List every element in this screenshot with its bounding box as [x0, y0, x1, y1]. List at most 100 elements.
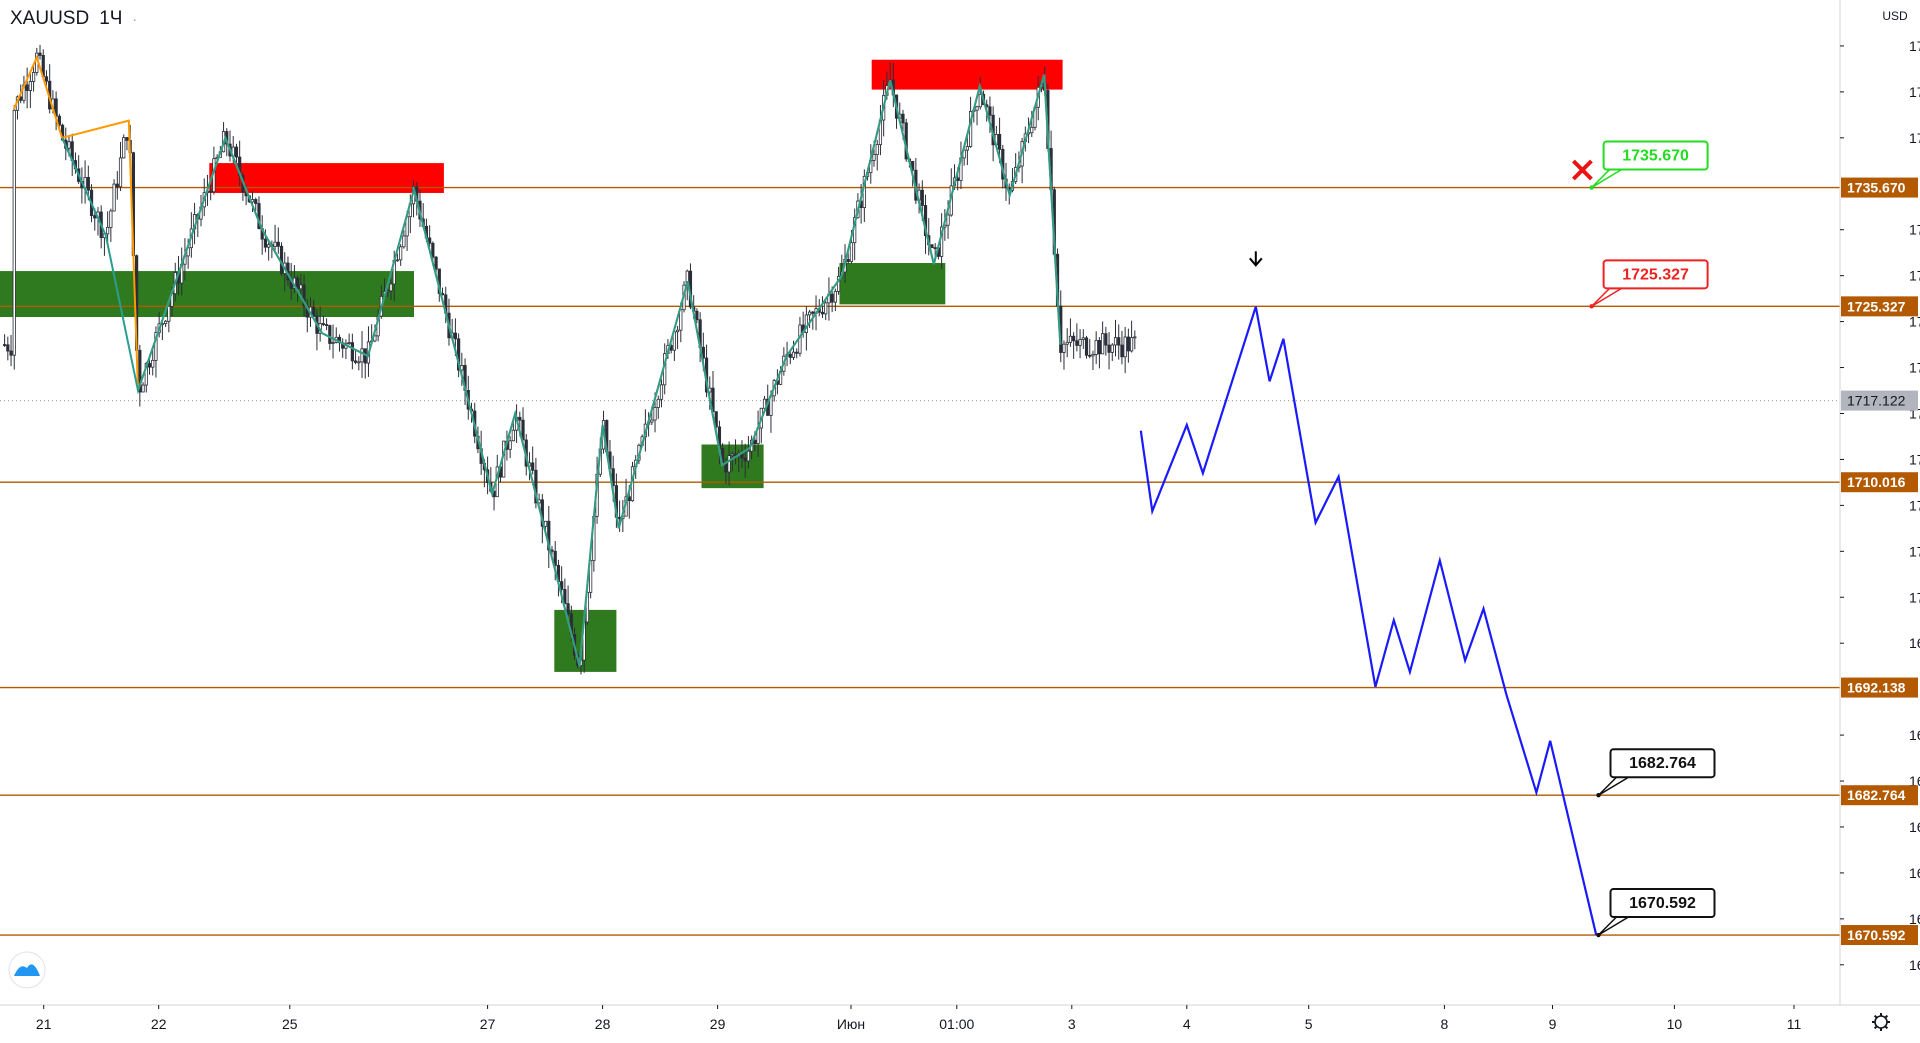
- candle-body: [846, 258, 850, 262]
- symbol-name[interactable]: XAUUSD: [10, 8, 90, 29]
- settings-gear-icon: [1873, 1014, 1878, 1019]
- level-price-badge-label: 1735.670: [1847, 180, 1906, 196]
- candle-body: [431, 242, 435, 258]
- time-tick-label: 28: [595, 1016, 611, 1032]
- candle-body: [57, 115, 61, 126]
- candle-body: [872, 154, 876, 161]
- price-callout[interactable]: [1602, 140, 1709, 171]
- candle-body: [975, 106, 979, 111]
- candle-body: [1065, 341, 1069, 345]
- candle-body: [357, 361, 361, 364]
- candle-body: [347, 342, 351, 344]
- candle-body: [106, 226, 110, 235]
- candle-body: [656, 398, 660, 408]
- symbol-header[interactable]: XAUUSD 1Ч ·: [4, 6, 144, 32]
- candle-body: [109, 210, 113, 228]
- candle-body: [1123, 336, 1127, 358]
- price-callout[interactable]: [1609, 888, 1716, 919]
- candle-body: [389, 283, 393, 292]
- level-price-badge[interactable]: [1841, 177, 1918, 198]
- time-tick-label: Июн: [837, 1016, 865, 1032]
- candle-body: [650, 419, 654, 423]
- candle-body: [395, 259, 400, 262]
- candle-body: [788, 353, 792, 358]
- candle-body: [434, 256, 438, 270]
- price-axis[interactable]: [1840, 0, 1920, 1005]
- time-tick-label: 11: [1787, 1016, 1802, 1032]
- level-price-badge[interactable]: [1841, 472, 1918, 493]
- candle-body: [1104, 333, 1108, 346]
- candle-body: [695, 310, 699, 321]
- candle-body: [791, 351, 796, 358]
- candle-body: [804, 314, 808, 333]
- candle-body: [276, 241, 280, 247]
- time-axis[interactable]: [0, 1005, 1840, 1038]
- level-price-badge[interactable]: [1841, 677, 1918, 698]
- interval-label[interactable]: 1Ч: [99, 8, 123, 29]
- time-tick-label: 8: [1441, 1016, 1449, 1032]
- candle-body: [312, 306, 316, 317]
- candle-body: [566, 603, 570, 615]
- candle-body: [808, 311, 812, 316]
- candle-body: [933, 247, 937, 249]
- down-arrow-icon: [1249, 257, 1263, 267]
- settings-gear-icon: [1873, 1025, 1878, 1030]
- callout-label: 1682.764: [1629, 755, 1696, 772]
- price-callout[interactable]: [1602, 259, 1709, 290]
- candle-body: [12, 109, 16, 356]
- price-tick-label: 1716.000: [1909, 405, 1920, 421]
- level-price-badge[interactable]: [1841, 296, 1918, 317]
- candle-body: [1097, 340, 1101, 355]
- brand-logo-icon: [14, 964, 40, 976]
- candle-body: [659, 384, 664, 400]
- teal-zigzag-line[interactable]: [61, 74, 1062, 667]
- level-price-badge[interactable]: [1841, 785, 1918, 806]
- level-price-badge-label: 1682.764: [1847, 787, 1906, 803]
- time-tick-label: 5: [1305, 1016, 1313, 1032]
- candle-body: [151, 359, 155, 368]
- candle-body: [1072, 335, 1076, 342]
- candle-body: [267, 244, 271, 248]
- candle-body: [144, 363, 148, 386]
- forecast-path-line[interactable]: [1139, 306, 1598, 936]
- candle-body: [1081, 337, 1085, 340]
- supply-zone[interactable]: [209, 163, 444, 193]
- candle-body: [830, 293, 834, 303]
- candle-body: [978, 93, 982, 108]
- price-tick-label: 1704.000: [1909, 543, 1920, 559]
- candle-body: [38, 52, 42, 56]
- candle-body: [653, 407, 657, 421]
- demand-zone[interactable]: [839, 263, 946, 305]
- candle-body: [820, 311, 825, 315]
- candle-body: [457, 338, 461, 371]
- candle-body: [154, 332, 158, 361]
- last-price-badge[interactable]: [1841, 390, 1918, 411]
- candle-body: [508, 440, 512, 450]
- candle-body: [675, 329, 680, 333]
- candle-body: [911, 160, 915, 171]
- candle-body: [67, 141, 71, 149]
- candle-body: [321, 323, 325, 325]
- price-callout[interactable]: [1609, 748, 1716, 779]
- candle-body: [1133, 336, 1137, 339]
- candle-body: [1130, 337, 1134, 352]
- candle-body: [360, 348, 364, 363]
- candle-body: [1094, 340, 1098, 355]
- time-tick-label: 29: [710, 1016, 726, 1032]
- candle-body: [836, 276, 841, 292]
- demand-zone[interactable]: [0, 271, 414, 318]
- candle-body: [353, 360, 358, 363]
- candle-body: [254, 199, 258, 204]
- price-tick-label: 1696.000: [1909, 635, 1920, 651]
- callout-label: 1735.670: [1622, 148, 1689, 165]
- candle-body: [901, 113, 905, 124]
- level-price-badge[interactable]: [1841, 925, 1918, 946]
- candle-body: [627, 496, 631, 502]
- price-tick-label: 1732.000: [1909, 222, 1920, 238]
- supply-zone[interactable]: [871, 59, 1063, 90]
- candle-body: [762, 398, 767, 409]
- candle-body: [611, 468, 615, 487]
- time-tick-label: 22: [151, 1016, 167, 1032]
